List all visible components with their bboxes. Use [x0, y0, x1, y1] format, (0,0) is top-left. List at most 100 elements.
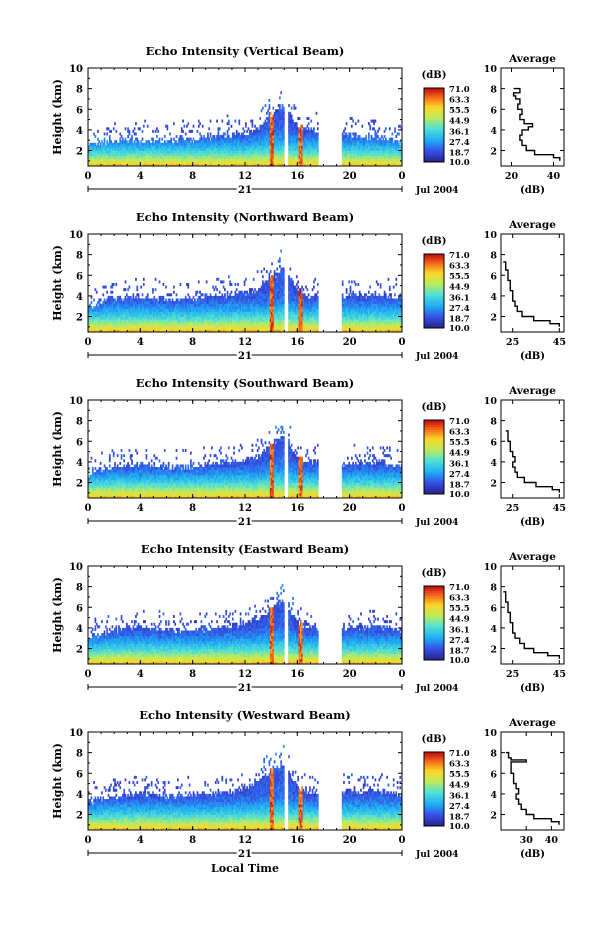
echo-cell — [220, 147, 222, 151]
echo-cell — [301, 135, 303, 139]
echo-cell — [217, 132, 220, 136]
echo-cell — [149, 145, 152, 149]
echo-cell — [396, 150, 399, 154]
echo-cell — [256, 316, 259, 320]
echo-cell — [237, 306, 239, 310]
echo-cell — [199, 140, 201, 144]
echo-cell — [238, 290, 241, 294]
echo-cell — [108, 298, 111, 302]
echo-cell — [191, 140, 194, 144]
echo-cell — [314, 137, 317, 141]
echo-cell — [276, 140, 279, 144]
echo-cell — [171, 319, 174, 323]
echo-cell — [196, 329, 199, 333]
echo-cell — [371, 163, 374, 167]
echo-cell — [273, 124, 276, 128]
echo-cell — [267, 313, 269, 317]
echo-cell — [259, 293, 262, 297]
echo-cell — [167, 324, 170, 328]
echo-cell — [279, 132, 281, 136]
echo-cell — [379, 147, 382, 151]
echo-cell — [108, 155, 111, 159]
echo-cell — [282, 155, 285, 159]
echo-cell — [226, 298, 229, 302]
echo-cell — [116, 147, 119, 151]
echo-cell — [316, 132, 319, 136]
echo-cell — [392, 158, 395, 162]
echo-cell — [343, 150, 345, 154]
echo-cell — [169, 303, 171, 307]
echo-cell — [182, 326, 184, 330]
echo-cell — [302, 137, 305, 141]
echo-cell — [156, 158, 158, 162]
echo-cell — [192, 137, 195, 141]
echo-cell — [367, 147, 370, 151]
echo-cell — [348, 153, 351, 157]
echo-cell — [119, 147, 122, 151]
echo-cell — [235, 324, 238, 328]
echo-cell — [314, 163, 317, 167]
echo-cell — [170, 329, 173, 333]
echo-cell — [360, 153, 362, 157]
echo-cell — [156, 326, 158, 330]
echo-cell — [93, 306, 95, 310]
echo-cell — [349, 153, 352, 157]
echo-cell — [392, 145, 395, 149]
echo-cell — [131, 326, 133, 330]
echo-cell — [179, 324, 182, 328]
echo-cell — [275, 129, 277, 133]
echo-cell — [254, 132, 256, 136]
echo-cell — [175, 306, 178, 310]
echo-cell — [176, 160, 179, 164]
echo-cell — [203, 321, 205, 325]
echo-cell — [349, 140, 352, 144]
echo-cell — [167, 303, 170, 307]
echo-cell — [176, 301, 179, 305]
echo-cell — [299, 129, 302, 133]
echo-cell — [91, 329, 94, 333]
echo-cell — [217, 135, 220, 139]
echo-cell — [235, 150, 238, 154]
echo-cell — [150, 316, 153, 320]
echo-cell — [378, 150, 381, 154]
echo-cell — [396, 132, 399, 136]
echo-cell — [152, 147, 154, 151]
echo-cell — [296, 145, 298, 149]
echo-cell — [345, 122, 348, 126]
echo-cell — [190, 142, 192, 146]
echo-cell — [193, 150, 196, 154]
echo-cell — [115, 140, 118, 144]
echo-cell — [183, 308, 186, 312]
echo-cell — [133, 324, 136, 328]
echo-cell — [187, 311, 190, 315]
echo-cell — [199, 147, 201, 151]
echo-cell — [200, 153, 203, 157]
echo-cell — [231, 140, 234, 144]
echo-cell — [239, 303, 242, 307]
echo-cell — [162, 283, 165, 286]
echo-cell — [233, 142, 235, 146]
echo-cell — [140, 145, 143, 149]
echo-cell — [381, 147, 383, 151]
echo-cell — [252, 145, 255, 149]
echo-cell — [221, 119, 224, 123]
echo-cell — [234, 303, 237, 307]
x-tick-label: 0 — [85, 171, 92, 182]
echo-cell — [255, 295, 258, 299]
echo-cell — [169, 142, 171, 146]
echo-cell — [152, 290, 154, 294]
echo-cell — [120, 140, 123, 144]
echo-cell — [314, 142, 317, 146]
echo-cell — [237, 319, 239, 323]
echo-cell — [97, 326, 99, 330]
echo-cell — [204, 160, 207, 164]
echo-cell — [195, 290, 197, 294]
echo-cell — [273, 119, 276, 123]
echo-cell — [162, 145, 165, 149]
echo-cell — [199, 306, 201, 310]
echo-cell — [233, 321, 235, 325]
echo-cell — [394, 158, 396, 162]
echo-cell — [262, 311, 264, 315]
echo-cell — [142, 313, 145, 317]
echo-cell — [269, 117, 272, 120]
